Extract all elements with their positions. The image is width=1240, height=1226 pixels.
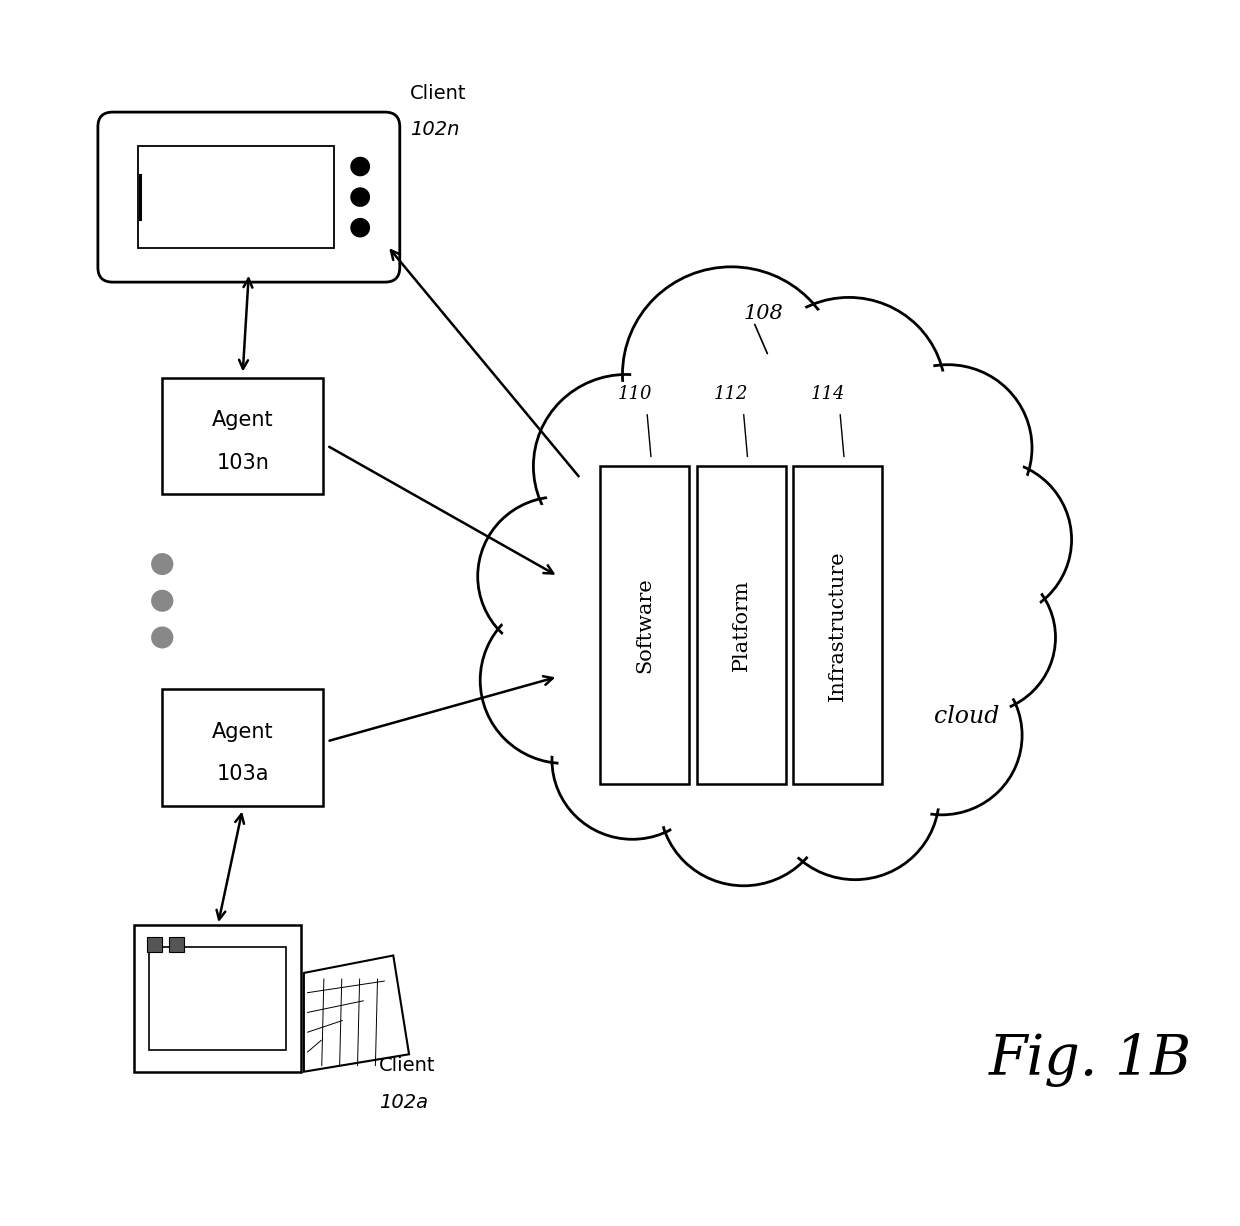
Circle shape: [151, 590, 174, 612]
Text: 102n: 102n: [409, 120, 459, 140]
Circle shape: [901, 562, 1055, 714]
Text: Client: Client: [409, 83, 466, 103]
Text: cloud: cloud: [934, 705, 999, 728]
Circle shape: [771, 714, 939, 880]
Circle shape: [541, 381, 712, 550]
Circle shape: [918, 466, 1065, 613]
Text: Agent: Agent: [212, 722, 274, 742]
Circle shape: [480, 597, 649, 764]
Circle shape: [487, 603, 642, 756]
Text: Software: Software: [635, 577, 655, 673]
Text: 112: 112: [714, 385, 749, 402]
Circle shape: [908, 568, 1049, 707]
Bar: [169, 937, 184, 951]
Text: Fig. 1B: Fig. 1B: [988, 1032, 1192, 1086]
Bar: [150, 946, 286, 1049]
Circle shape: [552, 680, 713, 840]
Text: 103a: 103a: [217, 765, 269, 785]
Bar: [162, 378, 324, 494]
Circle shape: [864, 364, 1032, 531]
Circle shape: [622, 267, 841, 482]
Bar: [134, 924, 301, 1072]
Text: 103n: 103n: [216, 452, 269, 472]
Text: 102a: 102a: [378, 1092, 428, 1112]
Bar: [146, 937, 161, 951]
Text: 108: 108: [744, 304, 784, 322]
Bar: [139, 146, 335, 248]
Polygon shape: [558, 374, 991, 803]
Bar: [600, 466, 689, 785]
Circle shape: [666, 726, 821, 879]
Text: 110: 110: [618, 385, 652, 402]
Circle shape: [862, 656, 1022, 815]
Circle shape: [151, 553, 174, 575]
Polygon shape: [304, 955, 409, 1072]
Circle shape: [777, 720, 932, 873]
Circle shape: [151, 626, 174, 649]
Bar: [162, 689, 324, 805]
Bar: [697, 466, 786, 785]
Circle shape: [870, 371, 1025, 525]
Text: Infrastructure: Infrastructure: [828, 550, 847, 700]
Text: 114: 114: [811, 385, 846, 402]
Circle shape: [753, 298, 945, 488]
Circle shape: [868, 662, 1016, 808]
Circle shape: [350, 188, 370, 207]
Text: Agent: Agent: [212, 409, 274, 430]
Bar: [794, 466, 883, 785]
Polygon shape: [558, 374, 991, 803]
FancyBboxPatch shape: [98, 112, 399, 282]
Circle shape: [631, 276, 832, 473]
Circle shape: [350, 218, 370, 238]
Text: Platform: Platform: [732, 580, 750, 671]
Circle shape: [760, 305, 937, 481]
Circle shape: [477, 497, 639, 656]
Circle shape: [910, 460, 1071, 619]
Circle shape: [660, 720, 828, 885]
Text: Client: Client: [378, 1056, 435, 1075]
Circle shape: [533, 374, 719, 558]
Circle shape: [484, 503, 632, 650]
Circle shape: [558, 687, 707, 832]
Circle shape: [350, 157, 370, 177]
